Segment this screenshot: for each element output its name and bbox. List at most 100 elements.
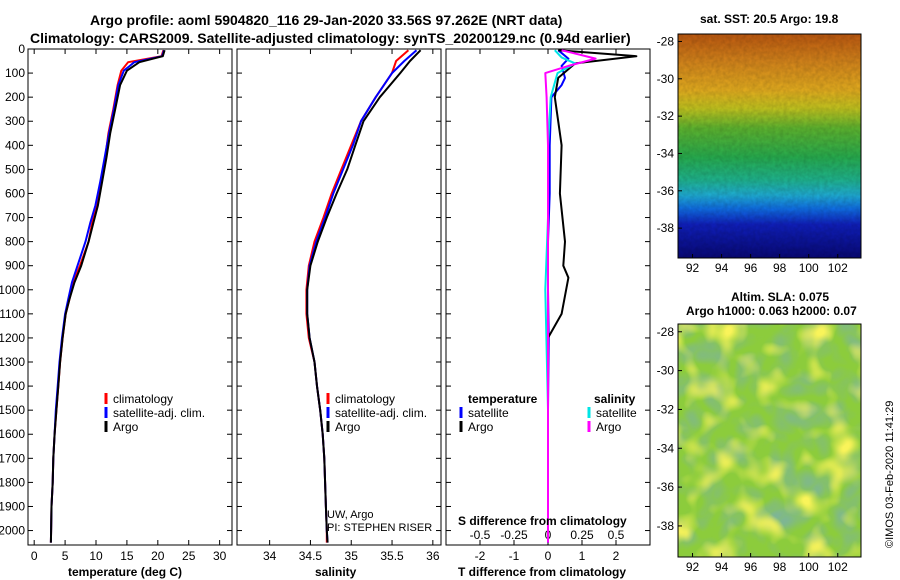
s-diff-tick-label: -0.25 xyxy=(500,528,528,542)
map-x-tick-label: 92 xyxy=(686,560,700,574)
map-y-tick-label: -32 xyxy=(657,402,675,416)
sst-map: sat. SST: 20.5 Argo: 19.8 92 94 96 98 100 102… xyxy=(657,12,862,275)
salinity-frame xyxy=(236,48,442,546)
depth-tick-label: 800 xyxy=(5,235,25,249)
difference-legend-salinity: salinity satellite Argo xyxy=(587,392,637,434)
salinity-lines xyxy=(305,49,422,543)
legend-label-climatology: climatology xyxy=(113,392,173,406)
sst-map-frame xyxy=(677,33,862,259)
annotation-pi: PI: STEPHEN RISER xyxy=(327,522,432,534)
legend-title-temperature: temperature xyxy=(468,392,538,406)
legend-label-climatology: climatology xyxy=(335,392,395,406)
legend-label-argo: Argo xyxy=(113,420,139,434)
temperature-panel: 0 5 10 15 20 25 30 010020030040050060070080090… xyxy=(0,42,650,579)
sla-map-ticks: 92 94 96 98 100 102 -28 -30 -32 -34 -36 -38 xyxy=(657,325,848,574)
depth-tick-label: 200 xyxy=(5,90,25,104)
depth-tick-label: 1100 xyxy=(0,307,25,321)
map-x-tick-label: 100 xyxy=(799,560,819,574)
depth-axis-ticks: 0 100 200 300 400 500 600 700 800 900 1000 1100 1200… xyxy=(0,42,650,538)
x-tick-label: 35.5 xyxy=(380,549,404,563)
x-tick-label: 34.5 xyxy=(299,549,323,563)
map-x-tick-label: 102 xyxy=(828,261,848,275)
series-line-argo xyxy=(49,49,166,543)
x-tick-label: 34 xyxy=(263,549,277,563)
x-tick-label: 36 xyxy=(426,549,440,563)
x-tick-label: 5 xyxy=(62,549,69,563)
map-x-tick-label: 98 xyxy=(773,261,787,275)
sst-map-title: sat. SST: 20.5 Argo: 19.8 xyxy=(700,12,839,26)
x-tick-label: 35 xyxy=(345,549,359,563)
map-y-tick-label: -32 xyxy=(657,109,675,123)
map-x-tick-label: 96 xyxy=(744,560,758,574)
series-line-satellite-adj-clim- xyxy=(49,49,165,543)
s-difference-axis-label: S difference from climatology xyxy=(458,514,627,528)
series-line-t-argo xyxy=(547,49,638,543)
legend-label-s-argo: Argo xyxy=(596,420,622,434)
depth-tick-label: 700 xyxy=(5,211,25,225)
map-y-tick-label: -30 xyxy=(657,72,675,86)
annotation-uw-argo: UW, Argo xyxy=(327,509,373,521)
sla-map: Altim. SLA: 0.075 Argo h1000: 0.063 h200… xyxy=(657,290,862,574)
map-x-tick-label: 96 xyxy=(744,261,758,275)
map-y-tick-label: -28 xyxy=(657,34,675,48)
map-x-tick-label: 98 xyxy=(773,560,787,574)
series-line-climatology xyxy=(305,49,410,543)
map-x-tick-label: 94 xyxy=(715,560,729,574)
x-tick-label: -1 xyxy=(509,549,520,563)
map-y-tick-label: -28 xyxy=(657,325,675,339)
s-diff-tick-label: 0.5 xyxy=(608,528,625,542)
map-y-tick-label: -30 xyxy=(657,364,675,378)
x-tick-label: 0 xyxy=(545,549,552,563)
x-tick-label: 15 xyxy=(120,549,134,563)
salinity-axis-label: salinity xyxy=(315,565,357,579)
salinity-legend: climatology satellite-adj. clim. Argo xyxy=(326,392,427,434)
temperature-x-ticks: 0 5 10 15 20 25 30 xyxy=(31,49,227,563)
temperature-axis-label: temperature (deg C) xyxy=(68,565,182,579)
depth-tick-label: 1700 xyxy=(0,451,25,465)
map-y-tick-label: -34 xyxy=(657,441,675,455)
difference-panel: -2 -1 0 1 2 -0.5 -0.25 0 0.25 0.5 T difference f… xyxy=(445,48,651,579)
legend-label-t-satellite: satellite xyxy=(468,406,509,420)
depth-tick-label: 900 xyxy=(5,259,25,273)
sla-map-title: Altim. SLA: 0.075 xyxy=(731,290,829,304)
t-difference-axis-label: T difference from climatology xyxy=(458,565,626,579)
x-tick-label: 30 xyxy=(213,549,227,563)
sla-map-yellow-patches xyxy=(678,324,861,557)
map-y-tick-label: -36 xyxy=(657,184,675,198)
salinity-x-ticks: 34 34.5 35 35.5 36 xyxy=(263,49,440,563)
temperature-lines xyxy=(49,49,166,543)
difference-lines xyxy=(544,49,638,543)
depth-tick-label: 1800 xyxy=(0,475,25,489)
s-diff-tick-label: 0.25 xyxy=(570,528,594,542)
legend-label-argo: Argo xyxy=(335,420,361,434)
depth-tick-label: 300 xyxy=(5,114,25,128)
sla-map-subtitle: Argo h1000: 0.063 h2000: 0.07 xyxy=(686,304,857,318)
series-line-s-satellite xyxy=(544,49,577,543)
salinity-panel: 34 34.5 35 35.5 36 salinity climatology sate… xyxy=(236,48,442,579)
map-x-tick-label: 102 xyxy=(828,560,848,574)
header-subtitle: Climatology: CARS2009. Satellite-adjuste… xyxy=(30,30,631,46)
depth-tick-label: 2000 xyxy=(0,524,25,538)
depth-tick-label: 100 xyxy=(5,66,25,80)
depth-tick-label: 1000 xyxy=(0,283,25,297)
difference-legend-temperature: temperature satellite Argo xyxy=(459,392,538,434)
x-tick-label: 0 xyxy=(31,549,38,563)
map-y-tick-label: -38 xyxy=(657,221,675,235)
x-tick-label: 10 xyxy=(89,549,103,563)
x-tick-label: 1 xyxy=(579,549,586,563)
sla-map-frame xyxy=(677,323,862,558)
depth-tick-label: 1400 xyxy=(0,379,25,393)
depth-tick-label: 1900 xyxy=(0,499,25,513)
map-x-tick-label: 94 xyxy=(715,261,729,275)
legend-label-t-argo: Argo xyxy=(468,420,494,434)
header-title: Argo profile: aoml 5904820_116 29-Jan-20… xyxy=(90,12,562,28)
legend-label-satellite: satellite-adj. clim. xyxy=(113,406,205,420)
sst-map-ticks: 92 94 96 98 100 102 -28 -30 -32 -34 -36 -38 xyxy=(657,34,848,275)
depth-tick-label: 1200 xyxy=(0,331,25,345)
temperature-legend: climatology satellite-adj. clim. Argo xyxy=(104,392,205,434)
depth-tick-label: 0 xyxy=(18,42,25,56)
map-x-tick-label: 100 xyxy=(799,261,819,275)
legend-label-satellite: satellite-adj. clim. xyxy=(335,406,427,420)
sst-map-texture xyxy=(678,34,861,258)
